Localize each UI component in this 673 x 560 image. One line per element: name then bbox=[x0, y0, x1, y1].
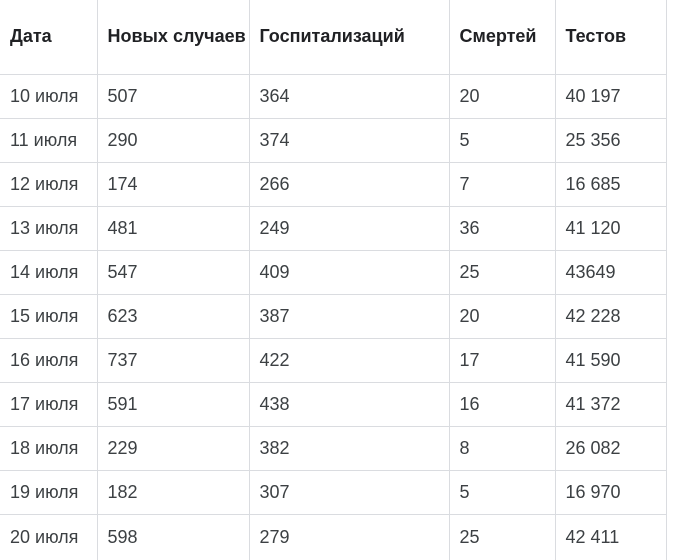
cell-cases: 598 bbox=[97, 515, 249, 560]
cell-hosp: 266 bbox=[249, 163, 449, 207]
cell-tests: 40 197 bbox=[555, 75, 666, 119]
column-header-tests: Тестов bbox=[555, 0, 666, 75]
cell-cases: 290 bbox=[97, 119, 249, 163]
cell-cases: 547 bbox=[97, 251, 249, 295]
table-header: Дата Новых случаев Госпитализаций Смерте… bbox=[0, 0, 666, 75]
cell-tests: 16 970 bbox=[555, 471, 666, 515]
cell-date: 10 июля bbox=[0, 75, 97, 119]
cell-date: 12 июля bbox=[0, 163, 97, 207]
cell-tests: 25 356 bbox=[555, 119, 666, 163]
cell-tests: 26 082 bbox=[555, 427, 666, 471]
cell-deaths: 20 bbox=[449, 75, 555, 119]
cell-deaths: 17 bbox=[449, 339, 555, 383]
cell-deaths: 25 bbox=[449, 251, 555, 295]
cell-cases: 507 bbox=[97, 75, 249, 119]
cell-tests: 41 120 bbox=[555, 207, 666, 251]
cell-hosp: 249 bbox=[249, 207, 449, 251]
column-header-date: Дата bbox=[0, 0, 97, 75]
cell-deaths: 5 bbox=[449, 119, 555, 163]
cell-tests: 42 228 bbox=[555, 295, 666, 339]
cell-deaths: 20 bbox=[449, 295, 555, 339]
cell-hosp: 374 bbox=[249, 119, 449, 163]
cell-date: 15 июля bbox=[0, 295, 97, 339]
cell-hosp: 279 bbox=[249, 515, 449, 560]
cell-tests: 42 411 bbox=[555, 515, 666, 560]
cell-cases: 591 bbox=[97, 383, 249, 427]
cell-deaths: 8 bbox=[449, 427, 555, 471]
cell-cases: 229 bbox=[97, 427, 249, 471]
cell-date: 17 июля bbox=[0, 383, 97, 427]
column-header-hosp: Госпитализаций bbox=[249, 0, 449, 75]
cell-date: 19 июля bbox=[0, 471, 97, 515]
column-header-cases: Новых случаев bbox=[97, 0, 249, 75]
cell-date: 20 июля bbox=[0, 515, 97, 560]
cell-hosp: 438 bbox=[249, 383, 449, 427]
cell-date: 14 июля bbox=[0, 251, 97, 295]
cell-tests: 41 372 bbox=[555, 383, 666, 427]
column-header-deaths: Смертей bbox=[449, 0, 555, 75]
cell-tests: 41 590 bbox=[555, 339, 666, 383]
cell-hosp: 364 bbox=[249, 75, 449, 119]
cell-cases: 481 bbox=[97, 207, 249, 251]
cell-tests: 16 685 bbox=[555, 163, 666, 207]
cell-hosp: 387 bbox=[249, 295, 449, 339]
cell-date: 16 июля bbox=[0, 339, 97, 383]
cell-hosp: 382 bbox=[249, 427, 449, 471]
cell-deaths: 36 bbox=[449, 207, 555, 251]
cell-deaths: 16 bbox=[449, 383, 555, 427]
cell-cases: 182 bbox=[97, 471, 249, 515]
cell-hosp: 409 bbox=[249, 251, 449, 295]
cell-deaths: 25 bbox=[449, 515, 555, 560]
cell-cases: 623 bbox=[97, 295, 249, 339]
cell-date: 13 июля bbox=[0, 207, 97, 251]
cell-cases: 174 bbox=[97, 163, 249, 207]
cell-hosp: 307 bbox=[249, 471, 449, 515]
cell-tests: 43649 bbox=[555, 251, 666, 295]
cell-deaths: 5 bbox=[449, 471, 555, 515]
table-header-row: Дата Новых случаев Госпитализаций Смерте… bbox=[0, 0, 666, 75]
cell-cases: 737 bbox=[97, 339, 249, 383]
cell-deaths: 7 bbox=[449, 163, 555, 207]
cell-hosp: 422 bbox=[249, 339, 449, 383]
cell-date: 11 июля bbox=[0, 119, 97, 163]
cell-date: 18 июля bbox=[0, 427, 97, 471]
